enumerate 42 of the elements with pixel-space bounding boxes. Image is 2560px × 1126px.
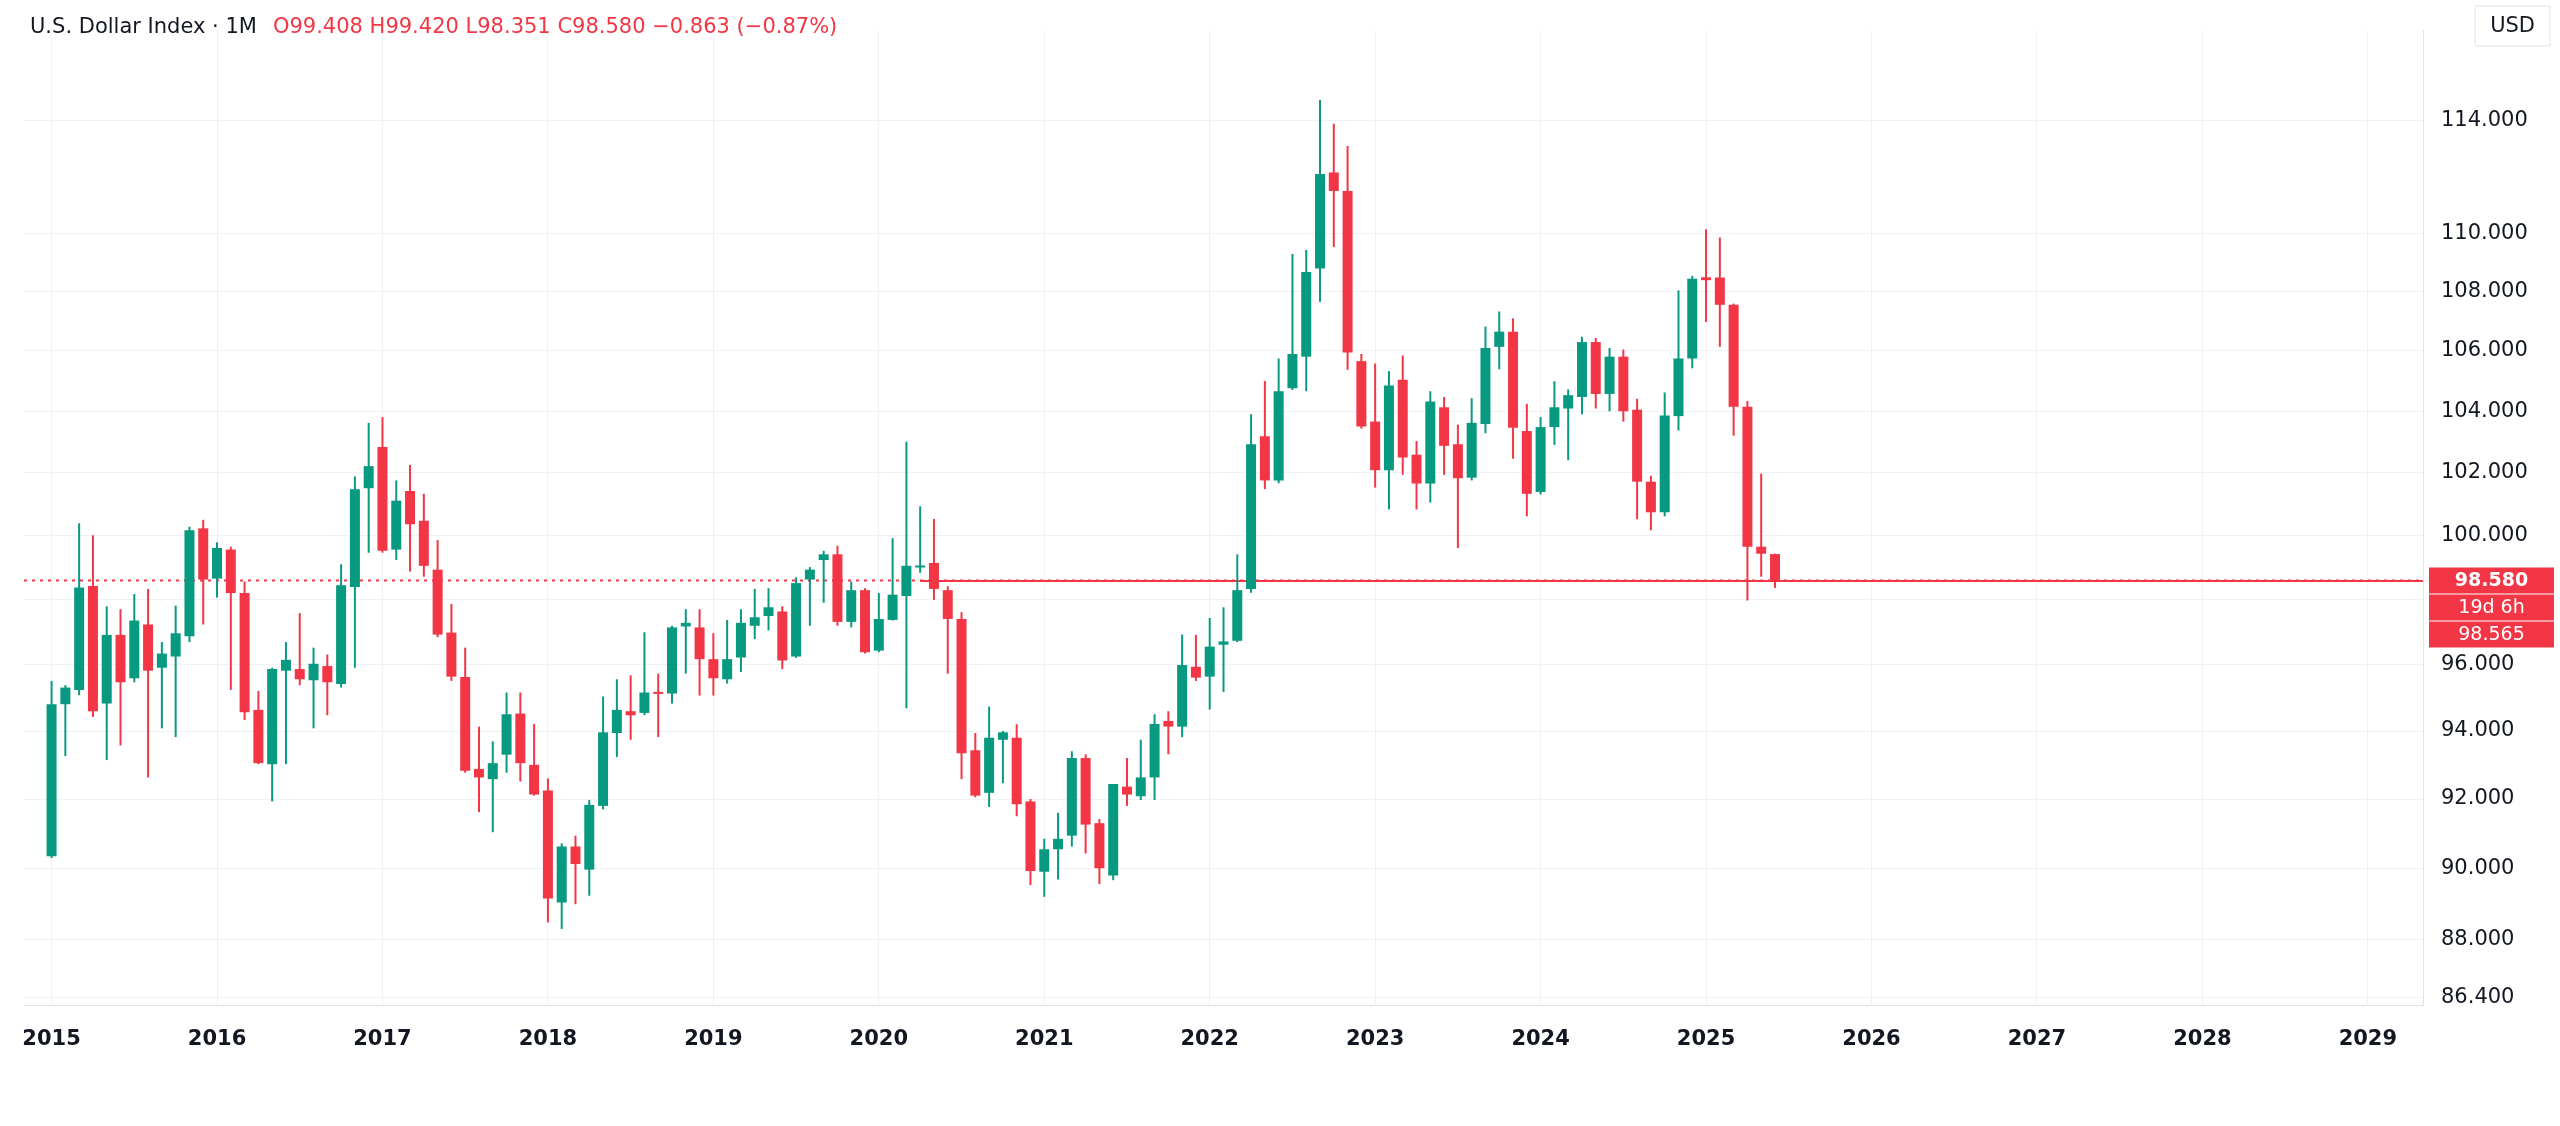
y-tick-label: 104.000 bbox=[2441, 397, 2528, 422]
x-tick-label: 2016 bbox=[187, 1026, 247, 1051]
x-tick-label: 2015 bbox=[22, 1026, 81, 1051]
x-tick-label: 2024 bbox=[1511, 1026, 1570, 1051]
candlestick bbox=[653, 673, 664, 738]
x-tick-label: 2021 bbox=[1015, 1026, 1074, 1051]
candlestick bbox=[1756, 473, 1767, 577]
y-tick-label: 92.000 bbox=[2441, 785, 2515, 810]
y-tick-label: 96.000 bbox=[2441, 650, 2515, 675]
y-axis-title: USD bbox=[2490, 13, 2535, 38]
y-tick-label: 102.000 bbox=[2441, 459, 2528, 484]
x-tick-label: 2022 bbox=[1180, 1026, 1239, 1051]
candlestick bbox=[1701, 229, 1712, 322]
x-tick-label: 2017 bbox=[353, 1026, 412, 1051]
y-tick-label: 94.000 bbox=[2441, 717, 2515, 742]
x-tick-label: 2027 bbox=[2007, 1026, 2067, 1051]
y-tick-label: 108.000 bbox=[2441, 278, 2528, 303]
x-tick-label: 2018 bbox=[518, 1026, 578, 1051]
text: 19d 6h bbox=[2458, 595, 2525, 618]
candlestick bbox=[625, 675, 636, 740]
x-tick-label: 2019 bbox=[684, 1026, 743, 1051]
chart-title: U.S. Dollar Index · 1M bbox=[30, 14, 257, 39]
x-tick-label: 2020 bbox=[849, 1026, 909, 1051]
candlestick bbox=[473, 726, 484, 813]
x-tick-label: 2029 bbox=[2338, 1026, 2398, 1051]
y-tick-label: 106.000 bbox=[2441, 337, 2528, 362]
candlestick bbox=[280, 642, 291, 765]
x-tick-label: 2023 bbox=[1345, 1026, 1405, 1051]
y-tick-label: 100.000 bbox=[2441, 521, 2528, 546]
y-tick-label: 90.000 bbox=[2441, 855, 2515, 879]
y-tick-label: 88.000 bbox=[2441, 926, 2515, 951]
candlestick bbox=[915, 506, 926, 573]
x-tick-label: 2028 bbox=[2173, 1026, 2232, 1051]
x-tick-label: 2026 bbox=[1842, 1026, 1901, 1051]
candlestick bbox=[1218, 607, 1229, 692]
chart-subtitle: O99.408 H99.420 L98.351 C98.580 −0.863 (−0.87%) bbox=[272, 14, 838, 39]
ref-line-label: 98.580 bbox=[2454, 568, 2529, 591]
y-tick-label: 86.400 bbox=[2441, 984, 2515, 1009]
y-tick-label: 110.000 bbox=[2441, 220, 2528, 245]
x-tick-label: 2025 bbox=[1676, 1026, 1736, 1051]
text: 98.565 bbox=[2458, 622, 2525, 645]
y-tick-label: 114.000 bbox=[2441, 107, 2528, 132]
